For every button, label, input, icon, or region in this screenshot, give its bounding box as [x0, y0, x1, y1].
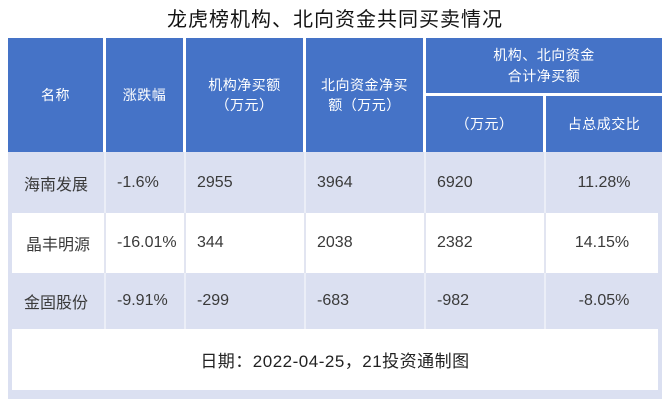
cell-change: -1.6%	[106, 152, 186, 213]
cell-inst-net: 344	[186, 213, 306, 273]
cell-name: 金固股份	[8, 273, 106, 329]
footer-note: 日期：2022-04-25，21投资通制图	[8, 329, 662, 390]
cell-north-net: 3964	[306, 152, 426, 213]
table-bottom-border	[8, 390, 662, 399]
header-combined-ratio: 占总成交比	[546, 96, 662, 152]
cell-inst-net: 2955	[186, 152, 306, 213]
cell-combined-amount: -982	[426, 273, 546, 329]
header-change: 涨跌幅	[106, 38, 186, 152]
header-combined-amount: （万元）	[426, 96, 546, 152]
page-title: 龙虎榜机构、北向资金共同买卖情况	[167, 9, 503, 31]
header-north-net: 北向资金净买 额（万元）	[306, 38, 426, 152]
cell-inst-net: -299	[186, 273, 306, 329]
cell-change: -9.91%	[106, 273, 186, 329]
cell-combined-ratio: 14.15%	[546, 213, 662, 273]
cell-combined-ratio: 11.28%	[577, 173, 631, 191]
header-name: 名称	[8, 38, 106, 152]
cell-north-net: 2038	[306, 213, 426, 273]
cell-name: 海南发展	[8, 152, 106, 213]
table-row: 晶丰明源 -16.01% 344 2038 2382 14.15%	[8, 213, 662, 273]
cell-combined-amount: 6920	[426, 152, 546, 213]
cell-change: -16.01%	[106, 213, 186, 273]
cell-combined-amount: 2382	[426, 213, 546, 273]
table-row: 海南发展 -1.6% 2955 3964 6920 11.28%	[8, 152, 662, 213]
header-inst-net: 机构净买额 （万元）	[186, 38, 306, 152]
table-header: 名称 涨跌幅 机构净买额 （万元） 北向资金净买 额（万元） 机构、北向资金 合…	[8, 38, 662, 152]
cell-name: 晶丰明源	[8, 213, 106, 273]
cell-combined-ratio: -8.05%	[578, 292, 630, 309]
cell-north-net: -683	[306, 273, 426, 329]
data-table: 名称 涨跌幅 机构净买额 （万元） 北向资金净买 额（万元） 机构、北向资金 合…	[8, 38, 662, 329]
header-combined-group: 机构、北向资金 合计净买额	[426, 38, 662, 96]
table-row: 金固股份 -9.91% -299 -683 -982 -8.05%	[8, 273, 662, 329]
